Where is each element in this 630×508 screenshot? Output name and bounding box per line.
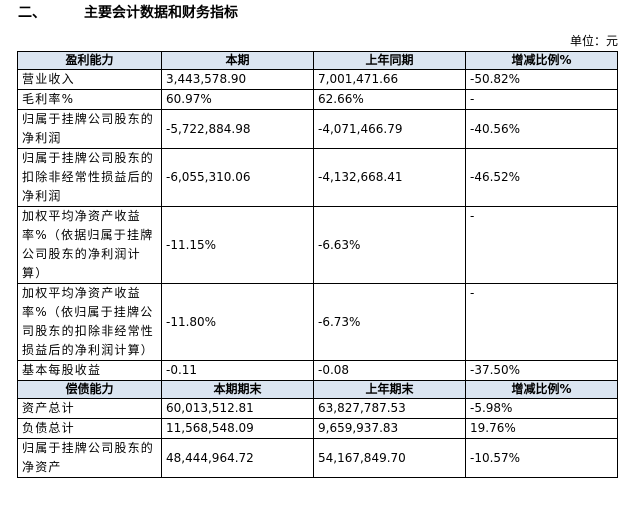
- cell: -46.52%: [465, 148, 618, 207]
- cell: 9,659,937.83: [313, 418, 466, 439]
- cell: 营业收入: [17, 69, 162, 90]
- data-row: 加权平均净资产收益率%（依据归属于挂牌公司股东的净利润计算） -11.15% -6.…: [17, 206, 618, 284]
- header-row: 偿债能力 本期期末 上年期末 增减比例%: [17, 380, 618, 399]
- cell: 加权平均净资产收益率%（依归属于挂牌公司股东的扣除非经常性损益后的净利润计算）: [17, 283, 162, 361]
- section-title: 二、 主要会计数据和财务指标: [18, 2, 238, 22]
- cell: -6.63%: [313, 206, 466, 284]
- header-cell: 偿债能力: [17, 380, 162, 399]
- cell: -4,132,668.41: [313, 148, 466, 207]
- cell: -4,071,466.79: [313, 109, 466, 149]
- cell: 19.76%: [465, 418, 618, 439]
- cell: 60,013,512.81: [161, 398, 314, 419]
- cell: -11.15%: [161, 206, 314, 284]
- cell: 48,444,964.72: [161, 438, 314, 478]
- financial-table: 盈利能力 本期 上年同期 增减比例% 营业收入 3,443,578.90 7,001,471…: [17, 51, 618, 478]
- cell: 归属于挂牌公司股东的净利润: [17, 109, 162, 149]
- table-body: 盈利能力 本期 上年同期 增减比例% 营业收入 3,443,578.90 7,001,471…: [17, 51, 618, 478]
- header-cell: 上年期末: [313, 380, 466, 399]
- header-cell: 盈利能力: [17, 51, 162, 70]
- cell: 63,827,787.53: [313, 398, 466, 419]
- cell: -: [465, 206, 618, 284]
- cell: 60.97%: [161, 89, 314, 110]
- cell: -6.73%: [313, 283, 466, 361]
- cell: 归属于挂牌公司股东的扣除非经常性损益后的净利润: [17, 148, 162, 207]
- cell: 62.66%: [313, 89, 466, 110]
- cell: 资产总计: [17, 398, 162, 419]
- cell: -: [465, 89, 618, 110]
- data-row: 资产总计 60,013,512.81 63,827,787.53 -5.98%: [17, 398, 618, 419]
- header-cell: 增减比例%: [465, 380, 618, 399]
- cell: -10.57%: [465, 438, 618, 478]
- header-cell: 上年同期: [313, 51, 466, 70]
- section-heading: 主要会计数据和财务指标: [84, 5, 238, 21]
- cell: 基本每股收益: [17, 360, 162, 381]
- cell: -5.98%: [465, 398, 618, 419]
- cell: 7,001,471.66: [313, 69, 466, 90]
- cell: 3,443,578.90: [161, 69, 314, 90]
- header-cell: 本期期末: [161, 380, 314, 399]
- cell: -37.50%: [465, 360, 618, 381]
- header-row: 盈利能力 本期 上年同期 增减比例%: [17, 51, 618, 70]
- cell: -: [465, 283, 618, 361]
- section-number: 二、: [18, 5, 46, 21]
- data-row: 毛利率% 60.97% 62.66% -: [17, 89, 618, 110]
- header-cell: 本期: [161, 51, 314, 70]
- data-row: 加权平均净资产收益率%（依归属于挂牌公司股东的扣除非经常性损益后的净利润计算） -…: [17, 283, 618, 361]
- cell: 归属于挂牌公司股东的净资产: [17, 438, 162, 478]
- cell: -0.08: [313, 360, 466, 381]
- data-row: 基本每股收益 -0.11 -0.08 -37.50%: [17, 360, 618, 381]
- data-row: 归属于挂牌公司股东的净利润 -5,722,884.98 -4,071,466.79-…: [17, 109, 618, 149]
- cell: -11.80%: [161, 283, 314, 361]
- cell: 11,568,548.09: [161, 418, 314, 439]
- cell: -40.56%: [465, 109, 618, 149]
- cell: -50.82%: [465, 69, 618, 90]
- cell: -5,722,884.98: [161, 109, 314, 149]
- data-row: 归属于挂牌公司股东的净资产 48,444,964.72 54,167,849.70-…: [17, 438, 618, 478]
- cell: 负债总计: [17, 418, 162, 439]
- data-row: 归属于挂牌公司股东的扣除非经常性损益后的净利润 -6,055,310.06 -4,1…: [17, 148, 618, 207]
- cell: 加权平均净资产收益率%（依据归属于挂牌公司股东的净利润计算）: [17, 206, 162, 284]
- cell: -0.11: [161, 360, 314, 381]
- header-cell: 增减比例%: [465, 51, 618, 70]
- cell: -6,055,310.06: [161, 148, 314, 207]
- cell: 54,167,849.70: [313, 438, 466, 478]
- data-row: 负债总计 11,568,548.09 9,659,937.83 19.76%: [17, 418, 618, 439]
- unit-label: 单位：元: [569, 34, 618, 48]
- data-row: 营业收入 3,443,578.90 7,001,471.66 -50.82%: [17, 69, 618, 90]
- cell: 毛利率%: [17, 89, 162, 110]
